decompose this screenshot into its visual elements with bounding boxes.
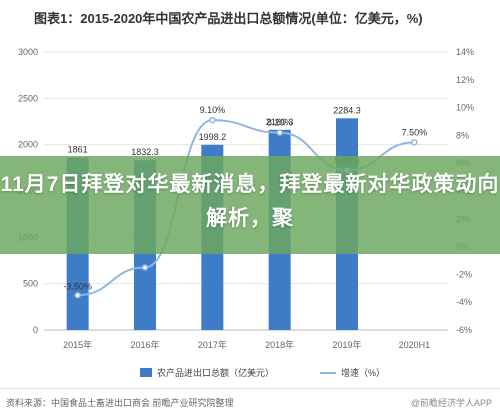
y-right-tick-label: -6% — [456, 325, 472, 335]
chart-legend: 农产品进出口总额（亿美元） 增速（%） — [0, 366, 500, 382]
legend-item-line: 增速（%） — [320, 366, 385, 379]
x-tick-label: 2020H1 — [399, 340, 431, 350]
legend-bar-swatch — [140, 368, 152, 377]
line-data-label: 7.50% — [402, 127, 428, 137]
line-point — [276, 129, 283, 136]
x-tick-label: 2015年 — [63, 339, 92, 350]
y-right-tick-label: -4% — [456, 297, 472, 307]
bar-data-label: 1832.3 — [131, 147, 159, 157]
y-right-tick-label: 14% — [456, 47, 474, 57]
x-tick-label: 2016年 — [130, 339, 159, 350]
bar-data-label: 1998.2 — [199, 132, 227, 142]
legend-bar-label: 农产品进出口总额（亿美元） — [157, 368, 275, 378]
line-point — [209, 116, 216, 124]
line-point — [141, 264, 149, 271]
banner-title: 11月7日拜登对华最新消息，拜登最新对华政策动向解析，聚 — [0, 173, 500, 230]
legend-line-label: 增速（%） — [341, 368, 386, 378]
bar-data-label: 2160.3 — [266, 117, 294, 127]
y-left-tick-label: 2000 — [18, 140, 38, 150]
y-left-tick-label: 3000 — [18, 47, 38, 57]
y-left-tick-label: 2500 — [18, 93, 38, 103]
source-text: 资料来源：中国食品土畜进出口商会 前瞻产业研究院整理 — [6, 398, 234, 408]
x-tick-label: 2018年 — [265, 339, 294, 350]
line-data-label: 9.10% — [200, 105, 226, 115]
y-left-tick-label: 0 — [33, 325, 38, 335]
y-right-tick-label: 10% — [456, 103, 474, 113]
chart-title: 图表1：2015-2020年中国农产品进出口总额情况(单位：亿美元，%) — [34, 11, 423, 26]
watermark-logo: @前瞻经济学人APP — [410, 398, 492, 408]
chart-footer: 资料来源：中国食品土畜进出口商会 前瞻产业研究院整理 @前瞻经济学人APP — [0, 392, 500, 412]
footer-divider — [0, 388, 500, 389]
bar-data-label: 1861 — [68, 145, 88, 155]
bar-data-label: 2284.3 — [333, 105, 361, 115]
line-point — [411, 139, 418, 146]
y-left-tick-label: 500 — [23, 279, 38, 289]
y-right-tick-label: 8% — [456, 130, 469, 140]
y-right-tick-label: -2% — [456, 269, 472, 279]
y-right-tick-label: 12% — [456, 75, 474, 85]
line-point — [74, 292, 81, 299]
x-tick-label: 2017年 — [198, 339, 227, 350]
legend-item-bar: 农产品进出口总额（亿美元） — [140, 366, 274, 379]
line-data-label: -3.50% — [63, 281, 92, 291]
article-title-banner: 11月7日拜登对华最新消息，拜登最新对华政策动向解析，聚 — [0, 156, 500, 254]
x-tick-label: 2019年 — [332, 339, 361, 350]
line-data-label: 8.20% — [267, 118, 293, 128]
legend-line-swatch — [320, 371, 336, 374]
